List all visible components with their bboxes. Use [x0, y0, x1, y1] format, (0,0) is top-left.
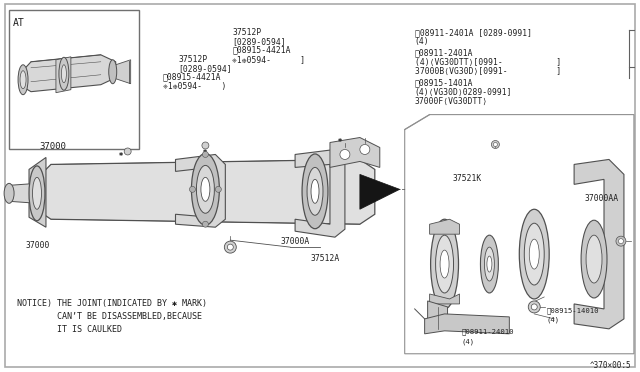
Circle shape [124, 148, 131, 155]
Text: 37512A: 37512A [310, 254, 339, 263]
Circle shape [216, 186, 221, 192]
Circle shape [340, 150, 350, 160]
Ellipse shape [29, 166, 45, 221]
Polygon shape [360, 174, 400, 209]
Text: 37000A: 37000A [280, 237, 309, 246]
Text: ❈1❉0594-    ): ❈1❉0594- ) [163, 82, 226, 91]
Text: ✱: ✱ [204, 148, 207, 154]
Text: ⓜ08915-14010: ⓜ08915-14010 [546, 307, 598, 314]
Text: NOTICE) THE JOINT(INDICATED BY ✱ MARK): NOTICE) THE JOINT(INDICATED BY ✱ MARK) [17, 299, 207, 308]
Polygon shape [113, 60, 131, 84]
Text: (4): (4) [415, 37, 429, 46]
Text: ⓝ08911-24010: ⓝ08911-24010 [461, 329, 514, 336]
Circle shape [227, 244, 234, 250]
Ellipse shape [581, 220, 607, 298]
Bar [9, 10, 139, 150]
Text: 37512P: 37512P [232, 28, 262, 37]
Circle shape [493, 142, 497, 147]
Text: 37512P: 37512P [179, 55, 208, 64]
Ellipse shape [524, 223, 544, 285]
Ellipse shape [109, 60, 116, 84]
Text: (4): (4) [546, 317, 559, 323]
Ellipse shape [33, 177, 42, 209]
Text: (4): (4) [461, 339, 475, 345]
Text: ✱: ✱ [338, 137, 342, 142]
Text: 37000F⟨VG30DTT⟩: 37000F⟨VG30DTT⟩ [415, 97, 488, 106]
Polygon shape [19, 55, 116, 92]
Circle shape [360, 144, 370, 154]
Ellipse shape [519, 209, 549, 299]
Polygon shape [29, 157, 46, 227]
Ellipse shape [487, 256, 492, 272]
Polygon shape [428, 301, 447, 329]
Text: (4)⟨VG30DTT⟩[0991-           ]: (4)⟨VG30DTT⟩[0991- ] [415, 58, 561, 67]
Circle shape [202, 151, 209, 157]
Ellipse shape [196, 166, 214, 213]
Ellipse shape [436, 235, 454, 293]
Circle shape [202, 142, 209, 149]
Ellipse shape [440, 250, 449, 278]
Text: 37000: 37000 [25, 241, 49, 250]
Ellipse shape [302, 154, 328, 229]
Polygon shape [424, 314, 509, 334]
Polygon shape [429, 294, 460, 304]
Circle shape [225, 241, 236, 253]
Text: ⓜ08915-1401A: ⓜ08915-1401A [415, 79, 473, 88]
Circle shape [616, 236, 626, 246]
Ellipse shape [59, 57, 69, 90]
Text: 37000: 37000 [40, 141, 67, 151]
Ellipse shape [201, 177, 210, 201]
Ellipse shape [431, 219, 458, 309]
Circle shape [531, 304, 537, 310]
Circle shape [189, 186, 195, 192]
Ellipse shape [20, 71, 26, 89]
Text: 37000B⟨VG30D⟩[0991-          ]: 37000B⟨VG30D⟩[0991- ] [415, 67, 561, 76]
Polygon shape [574, 160, 624, 329]
Text: (4)⟨VG30D⟩0289-0991]: (4)⟨VG30D⟩0289-0991] [415, 88, 512, 97]
Polygon shape [175, 154, 225, 227]
Polygon shape [330, 138, 380, 167]
Text: 37000AA: 37000AA [584, 194, 618, 203]
Text: ⓝ08911-2401A: ⓝ08911-2401A [415, 49, 473, 58]
Text: ❈1❉0594-      ]: ❈1❉0594- ] [232, 55, 305, 64]
Polygon shape [295, 150, 345, 237]
Ellipse shape [4, 183, 14, 203]
Text: 37521K: 37521K [452, 174, 482, 183]
Text: ^370×00:5: ^370×00:5 [589, 361, 631, 370]
Circle shape [202, 221, 209, 227]
Ellipse shape [484, 247, 494, 281]
Polygon shape [36, 160, 375, 224]
Text: ⓜ08915-4421A: ⓜ08915-4421A [163, 73, 221, 82]
Ellipse shape [586, 235, 602, 283]
Text: CAN’T BE DISASSEMBLED,BECAUSE: CAN’T BE DISASSEMBLED,BECAUSE [17, 312, 202, 321]
Ellipse shape [529, 239, 540, 269]
Ellipse shape [481, 235, 499, 293]
Text: AT: AT [13, 18, 25, 28]
Ellipse shape [61, 65, 67, 83]
Text: [0289-0594]: [0289-0594] [179, 64, 232, 73]
Polygon shape [429, 219, 460, 234]
Ellipse shape [311, 179, 319, 203]
Text: IT IS CAULKED: IT IS CAULKED [17, 325, 122, 334]
Text: ⓜ08915-4421A: ⓜ08915-4421A [232, 46, 291, 55]
Polygon shape [56, 57, 71, 93]
Circle shape [528, 301, 540, 313]
Text: [0289-0594]: [0289-0594] [232, 37, 286, 46]
Ellipse shape [18, 65, 28, 94]
Ellipse shape [191, 154, 220, 225]
Text: ⓝ08911-2401A [0289-0991]: ⓝ08911-2401A [0289-0991] [415, 28, 532, 37]
Circle shape [492, 141, 499, 148]
Circle shape [618, 239, 623, 244]
Polygon shape [9, 183, 37, 203]
Ellipse shape [307, 167, 323, 215]
Polygon shape [404, 115, 634, 354]
Text: ✱: ✱ [118, 151, 123, 157]
